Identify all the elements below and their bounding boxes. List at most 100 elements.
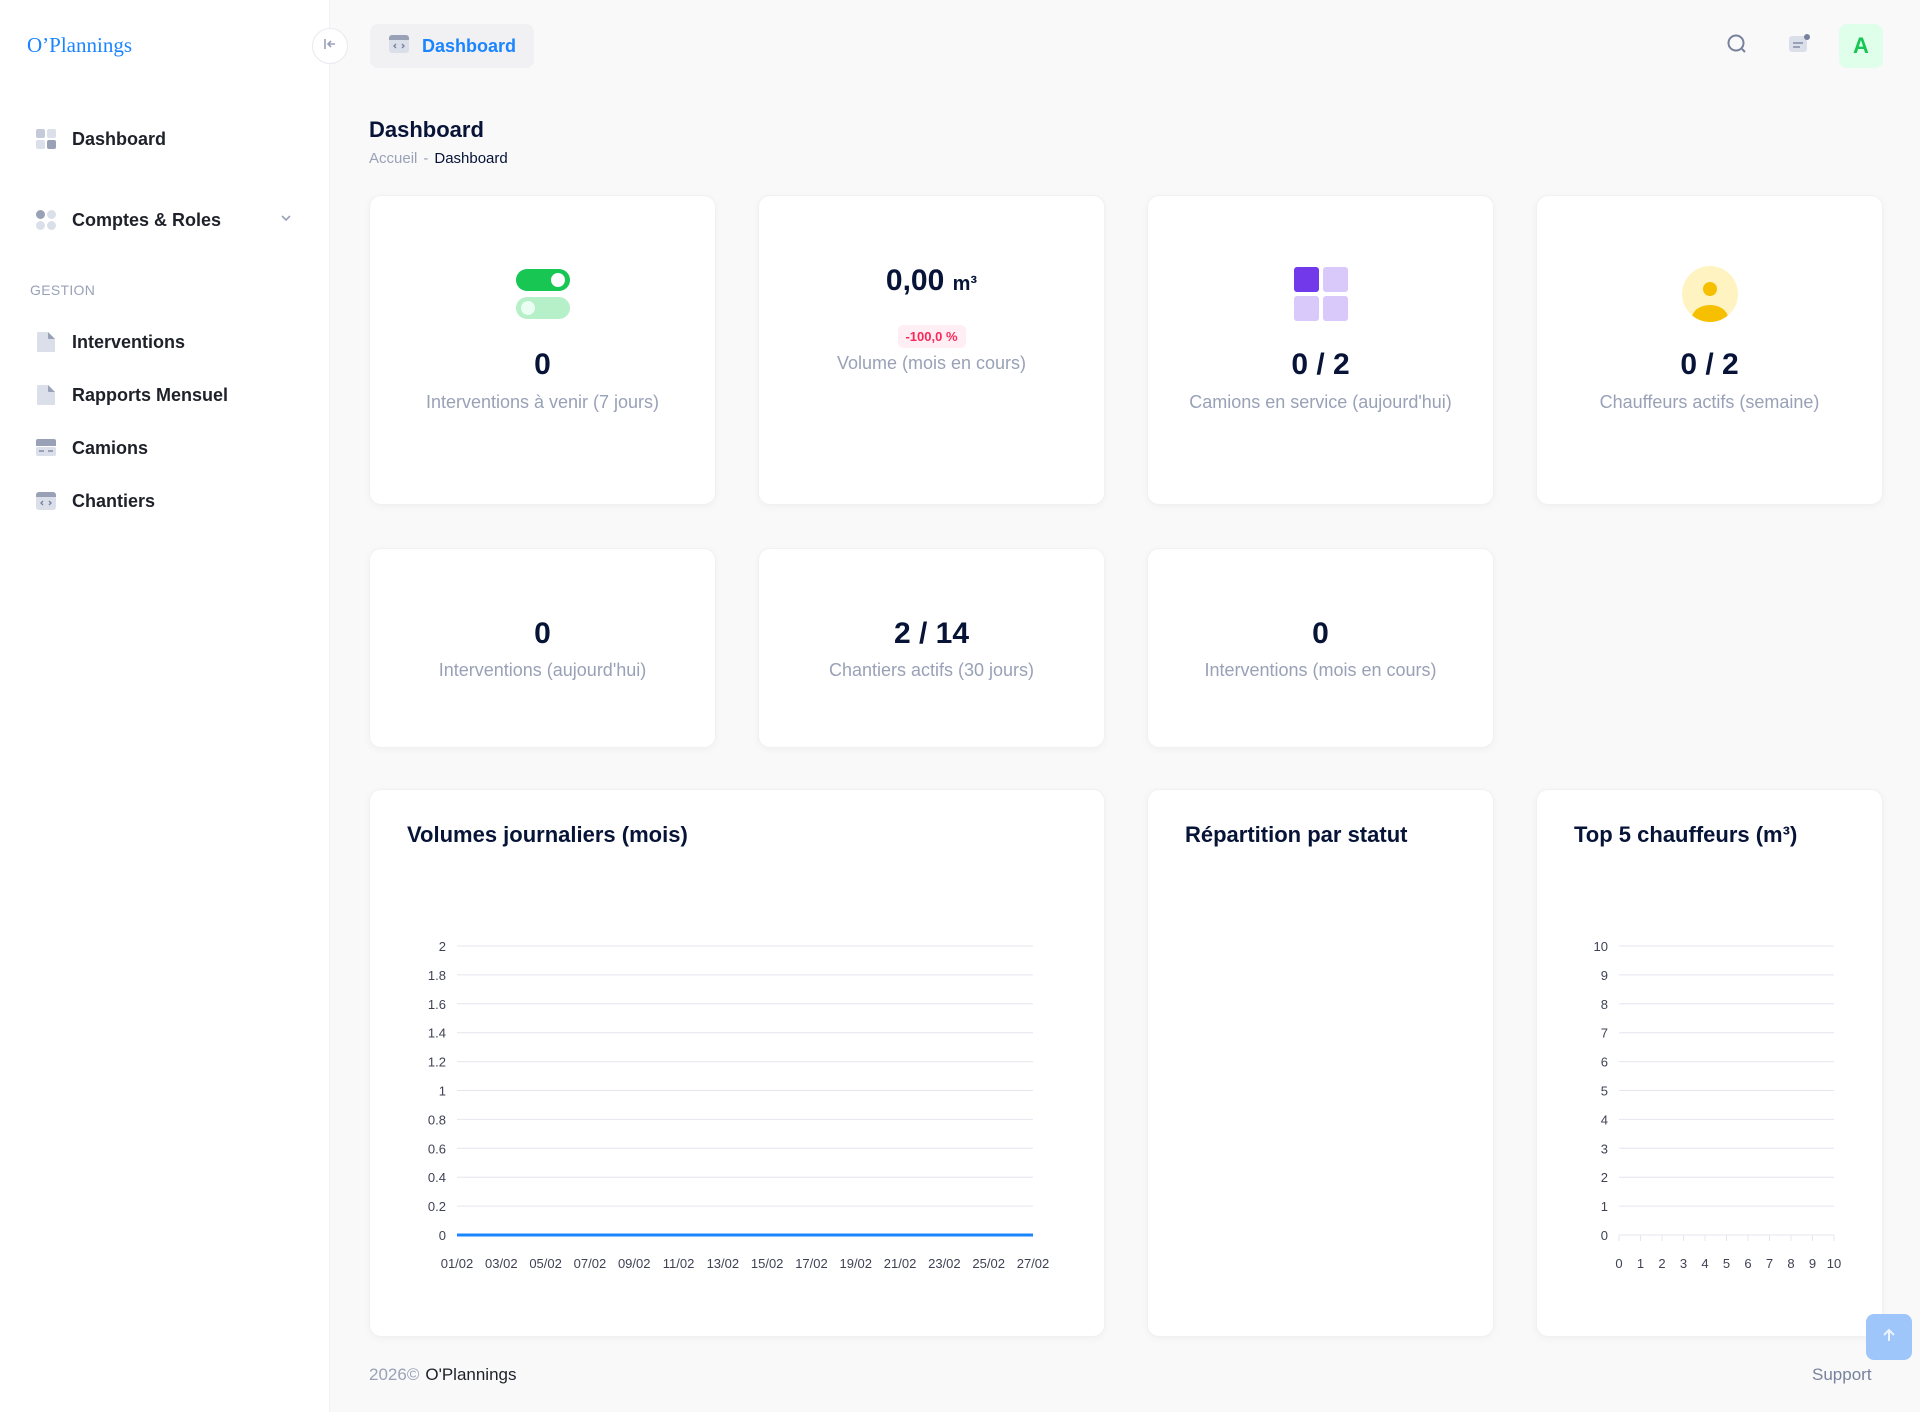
y-tick-label: 1 bbox=[1601, 1199, 1608, 1214]
sidebar-item-interventions[interactable]: Interventions bbox=[34, 328, 294, 356]
breadcrumb: Accueil - Dashboard bbox=[369, 150, 508, 167]
stat-label: Camions en service (aujourd'hui) bbox=[1189, 392, 1452, 412]
x-tick-label: 25/02 bbox=[972, 1256, 1005, 1271]
tab-label: Dashboard bbox=[422, 35, 517, 56]
daily-volumes-chart: 0 0.2 0.4 0.6 0.8 1 1.2 1.4 1.6 1.8 2 01/02 03/02 05/… bbox=[428, 939, 1050, 1271]
stat-value: 0 bbox=[534, 617, 551, 650]
y-tick-label: 8 bbox=[1601, 997, 1608, 1012]
notifications-button[interactable] bbox=[1781, 28, 1817, 64]
stat-label: Interventions (mois en cours) bbox=[1204, 660, 1437, 680]
chevron-down-icon bbox=[278, 210, 294, 231]
stat-value: 0 / 2 bbox=[1680, 348, 1739, 381]
sidebar-item-label: Dashboard bbox=[72, 128, 167, 149]
x-tick-label: 5 bbox=[1723, 1256, 1730, 1271]
element-grid-icon bbox=[1293, 266, 1349, 327]
document-icon bbox=[34, 330, 58, 354]
chart-card-top-drivers: Top 5 chauffeurs (m³) 0 1 2 3 4 5 6 7 8 9 10 0 1 2 3 4 5… bbox=[1536, 789, 1883, 1337]
arrow-up-icon bbox=[1880, 1326, 1898, 1349]
y-tick-label: 4 bbox=[1601, 1112, 1608, 1127]
x-tick-label: 05/02 bbox=[529, 1256, 562, 1271]
stat-value: 2 / 14 bbox=[893, 617, 970, 650]
y-tick-label: 1.6 bbox=[428, 997, 446, 1012]
x-tick-label: 10 bbox=[1827, 1256, 1841, 1271]
y-tick-label: 2 bbox=[1601, 1170, 1608, 1185]
dashboard-grid-icon bbox=[34, 127, 58, 151]
footer-support-link[interactable]: Support bbox=[1812, 1365, 1872, 1384]
x-tick-label: 03/02 bbox=[485, 1256, 518, 1271]
sidebar-item-label: Camions bbox=[72, 437, 149, 458]
app-logo[interactable]: O’Plannings bbox=[27, 33, 132, 57]
breadcrumb-current: Dashboard bbox=[434, 150, 508, 167]
scroll-top-button[interactable] bbox=[1866, 1314, 1912, 1360]
x-tick-label: 01/02 bbox=[441, 1256, 474, 1271]
trend-badge: -100,0 % bbox=[897, 325, 966, 348]
stat-value: 0 bbox=[1312, 617, 1329, 650]
stat-value: 0 bbox=[534, 348, 551, 381]
y-tick-label: 9 bbox=[1601, 968, 1608, 983]
search-icon bbox=[1726, 33, 1748, 60]
stat-card-month: 0 Interventions (mois en cours) bbox=[1147, 548, 1494, 748]
y-tick-label: 6 bbox=[1601, 1055, 1608, 1070]
x-tick-label: 0 bbox=[1615, 1256, 1622, 1271]
sidebar-item-dashboard[interactable]: Dashboard bbox=[34, 125, 294, 153]
sidebar: O’Plannings Dashboard Comptes & Roles GE… bbox=[0, 0, 330, 1412]
x-tick-label: 8 bbox=[1787, 1256, 1794, 1271]
sidebar-item-comptes-roles[interactable]: Comptes & Roles bbox=[34, 206, 294, 234]
message-notification-icon bbox=[1787, 33, 1811, 60]
stat-label: Interventions à venir (7 jours) bbox=[425, 392, 660, 412]
x-tick-label: 3 bbox=[1680, 1256, 1687, 1271]
sidebar-item-rapports-mensuel[interactable]: Rapports Mensuel bbox=[34, 381, 294, 409]
y-tick-label: 2 bbox=[439, 939, 446, 954]
stat-card-volume: 0,00 m³ -100,0 % Volume (mois en cours) bbox=[758, 195, 1105, 505]
x-tick-label: 27/02 bbox=[1017, 1256, 1050, 1271]
x-tick-label: 13/02 bbox=[707, 1256, 740, 1271]
footer-year: 2026© bbox=[369, 1365, 420, 1384]
y-tick-label: 1 bbox=[439, 1084, 446, 1099]
stat-card-today: 0 Interventions (aujourd'hui) bbox=[369, 548, 716, 748]
y-tick-label: 0.6 bbox=[428, 1141, 446, 1156]
sidebar-item-label: Interventions bbox=[72, 331, 186, 352]
sidebar-collapse-button[interactable] bbox=[312, 28, 348, 64]
code-window-icon bbox=[388, 34, 410, 59]
tab-dashboard[interactable]: Dashboard bbox=[370, 24, 535, 68]
footer-copyright: 2026© O'Plannings bbox=[369, 1365, 517, 1385]
breadcrumb-home[interactable]: Accueil bbox=[369, 150, 418, 167]
x-tick-label: 15/02 bbox=[751, 1256, 784, 1271]
arrow-left-to-line-icon bbox=[322, 36, 338, 57]
y-tick-label: 0 bbox=[439, 1228, 446, 1243]
document-icon bbox=[34, 383, 58, 407]
sidebar-item-chantiers[interactable]: Chantiers bbox=[34, 487, 294, 515]
y-tick-label: 0.2 bbox=[428, 1199, 446, 1214]
search-button[interactable] bbox=[1719, 28, 1755, 64]
y-tick-label: 0.8 bbox=[428, 1112, 446, 1127]
user-circle-icon bbox=[1681, 266, 1738, 327]
y-tick-label: 1.8 bbox=[428, 968, 446, 983]
chart-title: Répartition par statut bbox=[1185, 822, 1408, 847]
x-tick-label: 11/02 bbox=[663, 1256, 695, 1271]
y-tick-label: 0.4 bbox=[428, 1170, 446, 1185]
stat-card-drivers: 0 / 2 Chauffeurs actifs (semaine) bbox=[1536, 195, 1883, 505]
toggle-switch-icon bbox=[515, 266, 571, 327]
avatar[interactable]: A bbox=[1839, 24, 1883, 68]
y-tick-label: 3 bbox=[1601, 1141, 1608, 1156]
stat-label: Interventions (aujourd'hui) bbox=[438, 660, 647, 680]
stat-card-trucks: 0 / 2 Camions en service (aujourd'hui) bbox=[1147, 195, 1494, 505]
x-tick-label: 2 bbox=[1658, 1256, 1665, 1271]
stat-card-sites: 2 / 14 Chantiers actifs (30 jours) bbox=[758, 548, 1105, 748]
stat-label: Chauffeurs actifs (semaine) bbox=[1599, 392, 1820, 412]
page-title: Dashboard bbox=[369, 117, 484, 142]
y-tick-label: 1.2 bbox=[428, 1055, 446, 1070]
stat-value: 0,00 bbox=[885, 264, 945, 297]
footer-brand[interactable]: O'Plannings bbox=[425, 1365, 517, 1384]
sidebar-item-camions[interactable]: Camions bbox=[34, 434, 294, 462]
x-tick-label: 6 bbox=[1744, 1256, 1751, 1271]
stat-value-row: 0,00 m³ bbox=[759, 264, 1104, 298]
chart-card-daily-volumes: Volumes journaliers (mois) 0 0.2 0.4 0.6 0.8… bbox=[369, 789, 1105, 1337]
y-tick-label: 1.4 bbox=[428, 1026, 446, 1041]
stat-label: Chantiers actifs (30 jours) bbox=[828, 660, 1035, 680]
code-window-icon bbox=[34, 489, 58, 513]
x-tick-label: 21/02 bbox=[884, 1256, 917, 1271]
stat-unit: m³ bbox=[952, 273, 978, 295]
sidebar-section-gestion: GESTION bbox=[30, 282, 96, 298]
